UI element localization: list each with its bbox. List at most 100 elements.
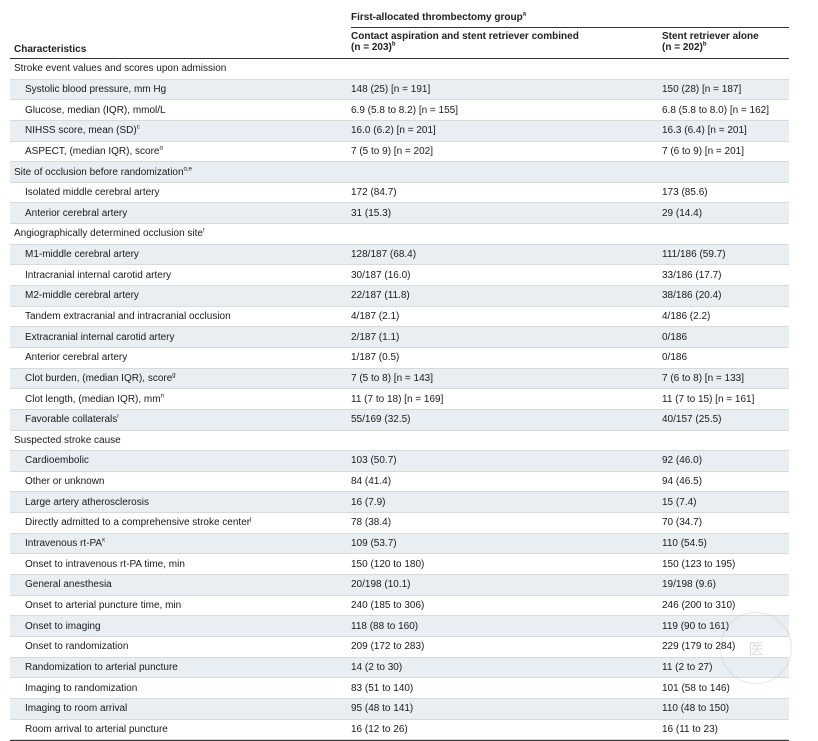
cell-stent: 16 (11 to 23)	[662, 723, 718, 735]
table-row: Large artery atherosclerosis 16 (7.9) 15 (…	[10, 492, 789, 514]
cell-combined: 22/187 (11.8)	[351, 290, 410, 302]
table-header: First-allocated thrombectomy groupa Cont…	[10, 4, 789, 58]
column-header-stent-title: Stent retriever alone	[662, 31, 759, 42]
row-label: Room arrival to arterial puncture	[10, 724, 351, 735]
row-label: Imaging to room arrival	[10, 703, 351, 714]
row-label-text: Suspected stroke cause	[14, 434, 121, 446]
column-header-combined-title: Contact aspiration and stent retriever c…	[351, 31, 579, 42]
section-label: Angiographically determined occlusion si…	[10, 228, 351, 239]
cell-stent: 0/186	[662, 331, 688, 343]
cell-stent: 29 (14.4)	[662, 207, 703, 219]
table-row: Onset to imaging 118 (88 to 160) 119 (90 t…	[10, 616, 789, 637]
row-label-text: Onset to randomization	[25, 641, 129, 653]
row-label-text: Intracranial internal carotid artery	[25, 269, 172, 281]
row-label-text: ASPECT, (median IQR), score	[25, 145, 160, 157]
cell-combined: 118 (88 to 160)	[351, 620, 419, 632]
cell-combined: 55/169 (32.5)	[351, 414, 411, 426]
table-row: Cardioembolic 103 (50.7) 92 (46.0)	[10, 451, 789, 472]
table-row: Extracranial internal carotid artery 2/18…	[10, 327, 789, 348]
row-label: Randomization to arterial puncture	[10, 662, 351, 673]
section-row: Suspected stroke cause	[10, 430, 789, 452]
row-label: Directly admitted to a comprehensive str…	[10, 517, 351, 528]
cell-combined: 14 (2 to 30)	[351, 661, 403, 673]
row-label: Onset to imaging	[10, 621, 351, 632]
row-label-text: Tandem extracranial and intracranial occ…	[25, 311, 231, 322]
section-row: Angiographically determined occlusion si…	[10, 224, 789, 245]
row-label-text: Systolic blood pressure, mm Hg	[25, 83, 167, 95]
row-label-footnote: f	[203, 228, 205, 235]
table-row: Intravenous rt-PAk 109 (53.7) 110 (54.5)	[10, 533, 789, 555]
row-label: Systolic blood pressure, mm Hg	[10, 84, 351, 95]
row-label-text: Site of occlusion before randomization	[14, 166, 184, 178]
cell-stent: 11 (2 to 27)	[662, 661, 713, 673]
table-row: M2-middle cerebral artery 22/187 (11.8) 38…	[10, 286, 789, 307]
cell-combined: 78 (38.4)	[351, 517, 392, 529]
cell-stent: 110 (54.5)	[662, 538, 707, 550]
table-row: Anterior cerebral artery 31 (15.3) 29 (14.…	[10, 203, 789, 225]
row-label: M2-middle cerebral artery	[10, 290, 351, 301]
table-row: Systolic blood pressure, mm Hg 148 (25) […	[10, 79, 789, 101]
row-label-text: Stroke event values and scores upon admi…	[14, 63, 227, 75]
row-label: Anterior cerebral artery	[10, 352, 351, 363]
row-label: Favorable collateralsi	[10, 414, 351, 425]
table-row: Glucose, median (IQR), mmol/L 6.9 (5.8 to…	[10, 100, 789, 121]
cell-stent: 111/186 (59.7)	[662, 249, 726, 261]
row-label: Onset to arterial puncture time, min	[10, 600, 351, 611]
row-label-text: Directly admitted to a comprehensive str…	[25, 517, 251, 529]
row-label-text: NIHSS score, mean (SD)	[25, 125, 137, 137]
cell-stent: 229 (179 to 284)	[662, 641, 736, 653]
cell-stent: 7 (6 to 9) [n = 201]	[662, 145, 744, 157]
row-label-footnote: j	[250, 517, 252, 524]
cell-combined: 172 (84.7)	[351, 187, 397, 199]
table-row: Clot burden, (median IQR), scoreg 7 (5 to…	[10, 368, 789, 390]
cell-stent: 4/186 (2.2)	[662, 311, 711, 322]
row-label-text: Imaging to room arrival	[25, 703, 128, 715]
cell-combined: 1/187 (0.5)	[351, 352, 400, 364]
cell-combined: 209 (172 to 283)	[351, 641, 425, 653]
cell-combined: 31 (15.3)	[351, 207, 392, 219]
table-row: Room arrival to arterial puncture 16 (12 …	[10, 720, 789, 741]
row-label-text: M1-middle cerebral artery	[25, 249, 139, 261]
cell-stent: 246 (200 to 310)	[662, 599, 736, 611]
row-label: Extracranial internal carotid artery	[10, 332, 351, 343]
row-label-footnote: h	[160, 393, 164, 400]
section-row: Site of occlusion before randomizationd,…	[10, 162, 789, 183]
cell-stent: 38/186 (20.4)	[662, 290, 722, 302]
row-label-text: Intravenous rt-PA	[25, 538, 103, 550]
row-label: ASPECT, (median IQR), scored	[10, 146, 351, 157]
table-row: Anterior cerebral artery 1/187 (0.5) 0/186	[10, 348, 789, 369]
cell-combined: 16 (12 to 26)	[351, 723, 408, 735]
table-row: Onset to intravenous rt-PA time, min 150 …	[10, 554, 789, 576]
column-header-combined: Contact aspiration and stent retriever c…	[351, 31, 579, 53]
cell-stent: 70 (34.7)	[662, 517, 703, 529]
row-label: Anterior cerebral artery	[10, 208, 351, 219]
row-label-footnote: k	[102, 538, 106, 544]
cell-combined: 4/187 (2.1)	[351, 311, 400, 322]
row-label-text: M2-middle cerebral artery	[25, 290, 139, 302]
table-row: Isolated middle cerebral artery 172 (84.7…	[10, 183, 789, 204]
row-label: Imaging to randomization	[10, 683, 351, 694]
cell-stent: 6.8 (5.8 to 8.0) [n = 162]	[662, 104, 770, 116]
row-label-text: Anterior cerebral artery	[25, 207, 128, 219]
row-label-text: Extracranial internal carotid artery	[25, 331, 175, 343]
cell-combined: 2/187 (1.1)	[351, 331, 400, 343]
row-label-text: General anesthesia	[25, 579, 112, 591]
cell-stent: 94 (46.5)	[662, 476, 703, 488]
cell-stent: 173 (85.6)	[662, 187, 708, 199]
cell-combined: 103 (50.7)	[351, 455, 397, 467]
row-label-text: Onset to arterial puncture time, min	[25, 599, 182, 611]
group-title-footnote: a	[522, 11, 527, 18]
cell-stent: 150 (28) [n = 187]	[662, 83, 742, 95]
cell-stent: 11 (7 to 15) [n = 161]	[662, 393, 755, 405]
row-label-footnote: i	[117, 414, 119, 420]
row-label-footnote: d,e	[183, 166, 192, 173]
cell-stent: 92 (46.0)	[662, 455, 703, 467]
row-label-footnote: d	[159, 145, 163, 152]
table-row: NIHSS score, mean (SD)c 16.0 (6.2) [n = 2…	[10, 120, 789, 142]
table-row: Imaging to room arrival 95 (48 to 141) 110…	[10, 698, 789, 720]
row-label-text: Onset to imaging	[25, 620, 101, 632]
row-label: M1-middle cerebral artery	[10, 249, 351, 260]
table-row: Intracranial internal carotid artery 30/1…	[10, 265, 789, 287]
cell-combined: 83 (51 to 140)	[351, 682, 414, 694]
cell-stent: 0/186	[662, 352, 688, 364]
